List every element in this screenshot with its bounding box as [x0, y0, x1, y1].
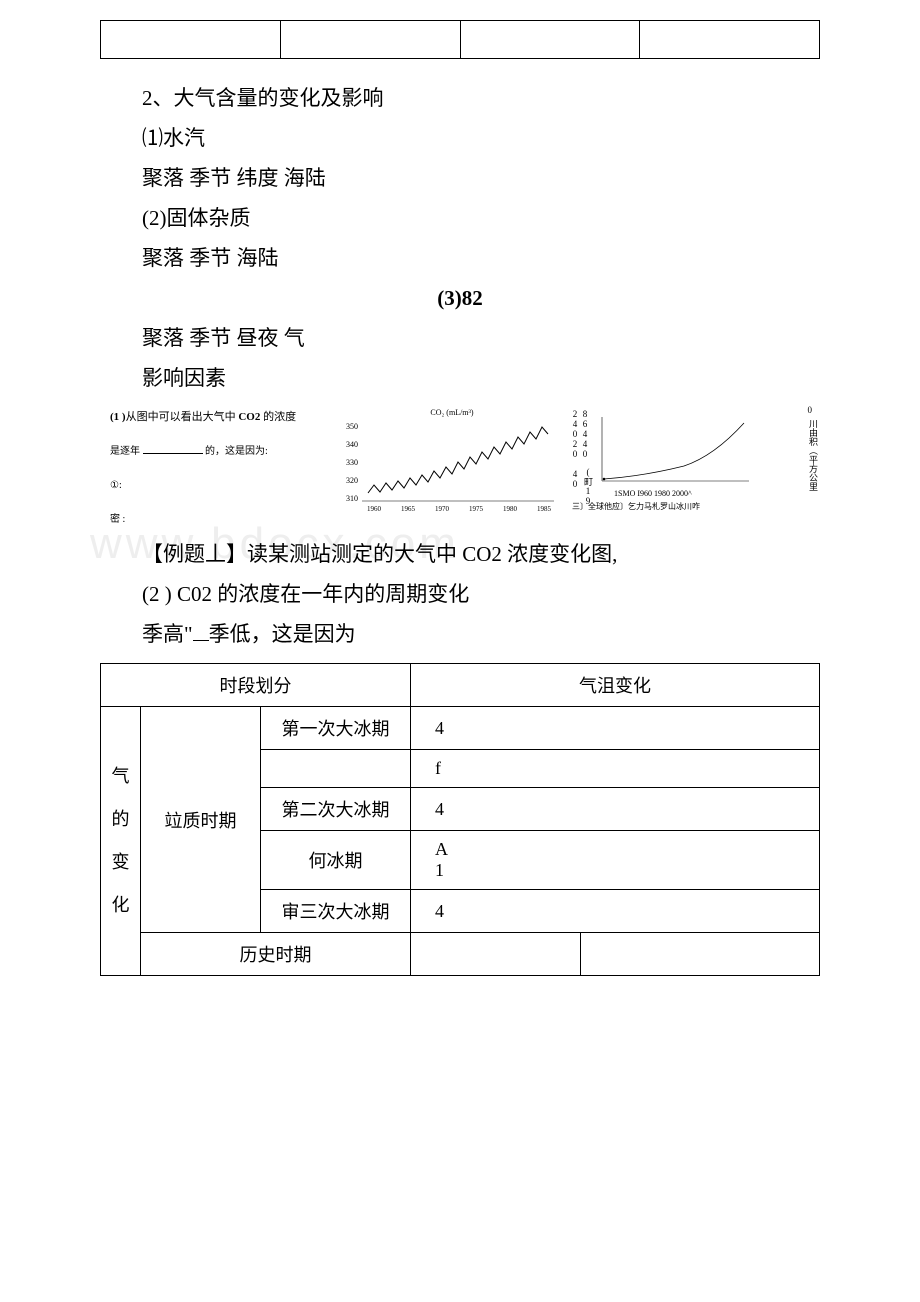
top-empty-table — [100, 20, 820, 59]
figure-row: (1 )从图中可以看出大气中 CO2 的浓度 是逐年 的，这是因为: ①: 密 … — [100, 405, 820, 531]
item3-label: (3)82 — [100, 286, 820, 311]
r1-val: 4 — [411, 707, 820, 750]
svg-text:1970: 1970 — [435, 505, 450, 513]
right-vert1: 0 — [808, 405, 813, 415]
svg-text:350: 350 — [346, 422, 358, 431]
table-row: 历史时期 — [101, 933, 820, 976]
example-line3: 季高"季低，这是因为 — [100, 615, 820, 655]
climate-change-table: 时段划分 气沮变化 气 的 变 化 竝质时期 第一次大冰期 4 f 第二次大冰期… — [100, 663, 820, 976]
fig-q1-tail: 的浓度 — [263, 411, 296, 423]
svg-text:1960: 1960 — [367, 505, 382, 513]
svg-text:330: 330 — [346, 458, 358, 467]
section-2-title: 2、大气含量的变化及影响 — [100, 79, 820, 119]
item3-factors: 聚落 季节 昼夜 气 — [100, 319, 820, 359]
fig-q1-rest: 从图中可以看出大气中 — [126, 411, 236, 423]
influence-label: 影响因素 — [100, 359, 820, 399]
svg-text:340: 340 — [346, 440, 358, 449]
example-line1: 【例题丄】读某测站测定的大气中 CO2 浓度变化图, — [100, 535, 820, 575]
hist-val-a — [411, 933, 581, 976]
chart-ylabel: CO₂ (mL/m³) — [430, 408, 474, 417]
r4-val: A 1 — [411, 831, 820, 890]
item2-label: (2)固体杂质 — [100, 199, 820, 239]
r3-val: 4 — [411, 788, 820, 831]
svg-text:1980: 1980 — [503, 505, 518, 513]
fig-q1-co2: CO2 — [238, 411, 260, 423]
r2-val: f — [411, 750, 820, 788]
fig-line2a: 是逐年 — [110, 446, 140, 457]
svg-text:1975: 1975 — [469, 505, 484, 513]
r5-label: 审三次大冰期 — [261, 890, 411, 933]
hdr-time: 时段划分 — [101, 664, 411, 707]
hist-val-b — [581, 933, 820, 976]
hist-period: 历史时期 — [141, 933, 411, 976]
table-header-row: 时段划分 气沮变化 — [101, 664, 820, 707]
fig-line2b: 的，这是因为: — [205, 446, 268, 457]
figure-right: 86440 24020 40 (町19 0 川由积（平方公里 1SMO I960… — [568, 405, 820, 515]
vcol-climate: 气 的 变 化 — [101, 707, 141, 976]
table-row: 气 的 变 化 竝质时期 第一次大冰期 4 — [101, 707, 820, 750]
blank-1 — [143, 444, 203, 454]
fig-line3: ①: — [110, 475, 330, 497]
svg-text:310: 310 — [346, 494, 358, 503]
right-axis: 1SMO I960 1980 2000^ — [614, 489, 692, 498]
item1-factors: 聚落 季节 纬度 海陆 — [100, 159, 820, 199]
r2-label — [261, 750, 411, 788]
r3-label: 第二次大冰期 — [261, 788, 411, 831]
figure-left-text: (1 )从图中可以看出大气中 CO2 的浓度 是逐年 的，这是因为: ①: 密 … — [100, 405, 330, 531]
item2-factors: 聚落 季节 海陆 — [100, 239, 820, 279]
r4-label: 何冰期 — [261, 831, 411, 890]
co2-chart: CO₂ (mL/m³) 310 320 330 340 350 1960 196… — [334, 405, 564, 515]
r1-label: 第一次大冰期 — [261, 707, 411, 750]
example-line2: (2 ) C02 的浓度在一年内的周期变化 — [100, 575, 820, 615]
right-label-b: 应〕乞力马札罗山冰川咋 — [612, 502, 700, 511]
hdr-temp: 气沮变化 — [411, 664, 820, 707]
svg-text:320: 320 — [346, 476, 358, 485]
right-vert2: 川由积（平方公里 — [807, 419, 820, 491]
r5-val: 4 — [411, 890, 820, 933]
right-label-a: 三〕全球他 — [572, 502, 612, 511]
item1-label: ⑴水汽 — [100, 119, 820, 159]
geo-period: 竝质时期 — [141, 707, 261, 933]
svg-text:1965: 1965 — [401, 505, 416, 513]
svg-text:1985: 1985 — [537, 505, 552, 513]
fig-line4: 密 : — [110, 509, 330, 531]
fig-q1-prefix: (1 ) — [110, 411, 126, 423]
